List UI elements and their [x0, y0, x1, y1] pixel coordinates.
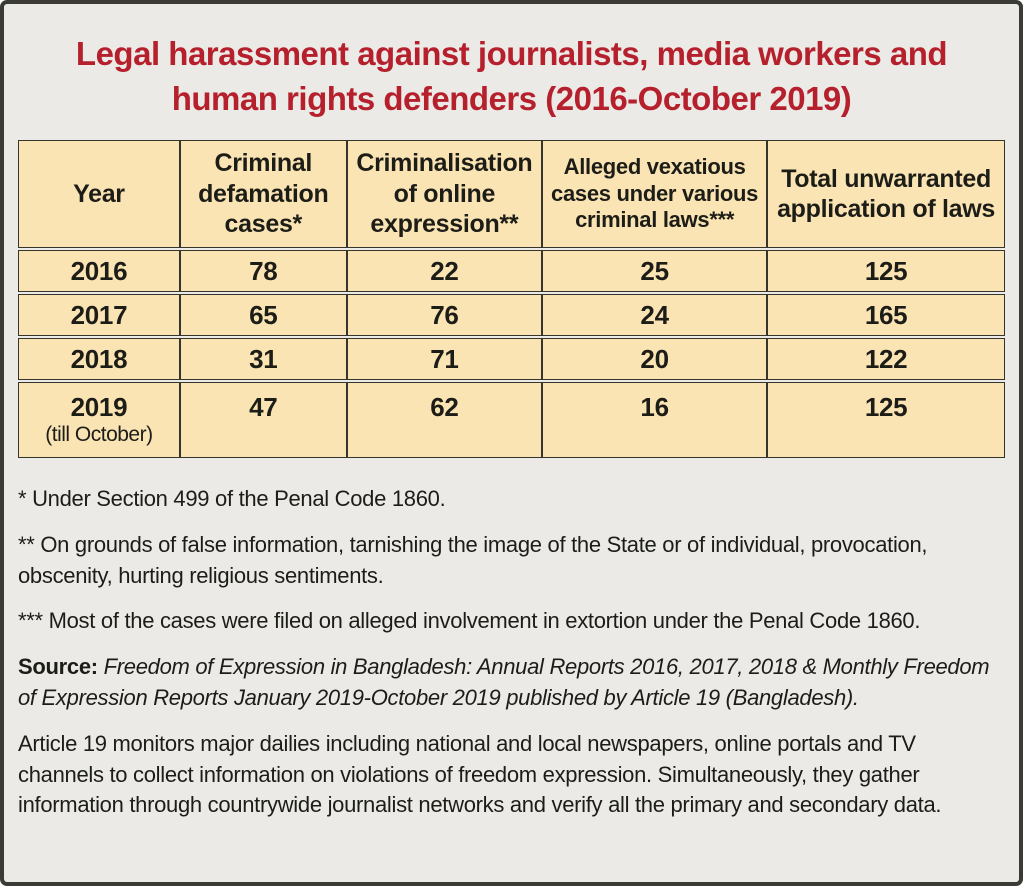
year-cell: 2017: [18, 294, 180, 336]
year-cell: 2016: [18, 250, 180, 292]
year-cell: 2018: [18, 338, 180, 380]
footnote-2: ** On grounds of false information, tarn…: [18, 531, 928, 588]
value-cell: 25: [542, 250, 768, 292]
title-line-1: Legal harassment against journalists, me…: [75, 35, 948, 72]
value-cell: 31: [179, 338, 347, 380]
value-cell: 71: [346, 338, 543, 380]
year-label: 2019: [70, 392, 128, 422]
value-cell: 125: [767, 250, 1005, 292]
methodology-paragraph: Article 19 monitors major dailies includ…: [18, 730, 942, 818]
table-header-row: Year Criminal defamation cases* Criminal…: [18, 140, 1005, 248]
column-header-criminalisation-online: Criminalisation of online expression**: [346, 140, 543, 248]
value-cell: 78: [179, 250, 347, 292]
table-row-2017: 2017 65 76 24 165: [18, 294, 1005, 336]
year-note: (till October): [45, 423, 153, 446]
value-cell: 65: [179, 294, 347, 336]
value-cell: 125: [767, 382, 1005, 458]
notes-section: * Under Section 499 of the Penal Code 18…: [18, 484, 1005, 821]
source-text: Freedom of Expression in Bangladesh: Ann…: [18, 654, 990, 710]
page-title: Legal harassment against journalists, me…: [18, 31, 1005, 121]
source-line: Source: Freedom of Expression in Banglad…: [18, 652, 1005, 714]
value-cell: 16: [542, 382, 768, 458]
harassment-data-table: Year Criminal defamation cases* Criminal…: [18, 138, 1005, 460]
value-cell: 76: [346, 294, 543, 336]
value-cell: 22: [346, 250, 543, 292]
footnote-3: *** Most of the cases were filed on alle…: [18, 608, 921, 634]
column-header-total: Total unwarranted application of laws: [767, 140, 1005, 248]
value-cell: 24: [542, 294, 768, 336]
table-row-2016: 2016 78 22 25 125: [18, 250, 1005, 292]
column-header-criminal-defamation: Criminal defamation cases*: [179, 140, 347, 248]
value-cell: 62: [346, 382, 543, 458]
value-cell: 47: [179, 382, 347, 458]
year-cell: 2019 (till October): [18, 382, 180, 458]
table-row-2018: 2018 31 71 20 122: [18, 338, 1005, 380]
value-cell: 165: [767, 294, 1005, 336]
source-label: Source:: [18, 654, 98, 680]
value-cell: 122: [767, 338, 1005, 380]
table-row-2019: 2019 (till October) 47 62 16 125: [18, 382, 1005, 458]
footnote-1: * Under Section 499 of the Penal Code 18…: [18, 486, 446, 511]
column-header-vexatious-cases: Alleged vexatious cases under various cr…: [542, 140, 768, 248]
value-cell: 20: [542, 338, 768, 380]
column-header-year: Year: [18, 140, 180, 248]
title-line-2: human rights defenders (2016-October 201…: [171, 80, 852, 117]
